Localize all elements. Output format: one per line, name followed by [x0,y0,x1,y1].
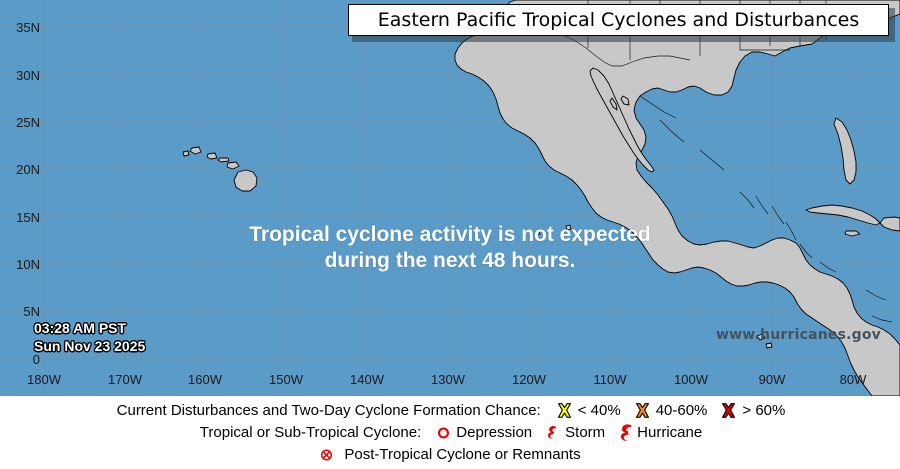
niihau-landmass [182,150,190,157]
legend-chance-medium-label: 40-60% [655,402,708,419]
legend-item-hurricane: Hurricane [618,423,702,442]
x-marker-yellow-icon [556,402,573,419]
lon-label-100w: 100W [674,372,708,387]
x-marker-red-icon [720,402,737,419]
lon-label-130w: 130W [431,372,465,387]
map-geography [0,0,900,396]
legend-chance-high-label: > 60% [742,402,786,419]
landmasses [182,0,900,396]
molokai-landmass [217,157,230,163]
ocean-background [0,0,900,396]
lon-label-180w: 180W [27,372,61,387]
no-activity-message: Tropical cyclone activity is not expecte… [0,222,900,274]
hawaii-big-island-landmass [233,169,258,192]
lat-label-5n: 5N [23,304,40,319]
timestamp-date: Sun Nov 23 2025 [34,338,146,354]
clarion-island-landmass [535,230,541,236]
lat-label-35n: 35N [16,20,40,35]
legend-row-formation-chance: Current Disturbances and Two-Day Cyclone… [0,399,900,422]
oahu-landmass [206,152,218,160]
legend-item-chance-low: < 40% [556,402,621,419]
cuba-landmass [805,204,881,226]
storm-symbol-icon [545,424,560,441]
isla-angel-landmass [609,97,618,111]
legend-chance-low-label: < 40% [577,402,621,419]
kauai-landmass [189,146,202,155]
map-canvas[interactable]: 35N 30N 25N 20N 15N 10N 5N 0 180W 170W 1… [0,0,900,396]
lat-label-15n: 15N [16,210,40,225]
timestamp-time: 03:28 AM PST [34,320,127,336]
lon-label-110w: 110W [593,372,627,387]
lon-label-140w: 140W [350,372,384,387]
title-box: Eastern Pacific Tropical Cyclones and Di… [348,4,889,36]
maui-landmass [226,161,240,170]
no-activity-message-line-2: during the next 48 hours. [324,249,576,272]
isla-tiburon-landmass [620,95,630,106]
legend-row-cyclone-types: Tropical or Sub-Tropical Cyclone: Depres… [0,421,900,444]
legend-item-chance-high: > 60% [720,402,785,419]
legend-cyclone-type-label: Tropical or Sub-Tropical Cyclone: [199,424,422,441]
lon-label-170w: 170W [108,372,142,387]
lat-label-10n: 10N [16,257,40,272]
lat-label-25n: 25N [16,115,40,130]
lon-label-160w: 160W [188,372,222,387]
legend-item-chance-medium: 40-60% [634,402,708,419]
legend-item-depression: Depression [436,424,532,441]
baja-california-landmass [589,67,655,173]
legend-panel: Current Disturbances and Two-Day Cyclone… [0,396,900,469]
legend-hurricane-label: Hurricane [637,424,703,441]
hurricane-symbol-icon [618,423,635,442]
legend-formation-chance-label: Current Disturbances and Two-Day Cyclone… [116,402,541,419]
post-tropical-icon [319,447,334,463]
north-america-landmass [454,0,900,396]
legend-item-post-tropical: Post-Tropical Cyclone or Remnants [319,446,581,463]
depression-circle-icon [436,425,451,441]
lat-label-20n: 20N [16,162,40,177]
legend-storm-label: Storm [565,424,606,441]
no-activity-message-line-1: Tropical cyclone activity is not expecte… [249,223,651,246]
lon-label-80w: 80W [839,372,867,387]
galapagos-landmass [756,333,766,341]
lat-label-0: 0 [32,352,40,367]
lat-label-30n: 30N [16,68,40,83]
legend-depression-label: Depression [456,424,533,441]
lon-label-120w: 120W [512,372,546,387]
lon-label-150w: 150W [269,372,303,387]
legend-post-tropical-label: Post-Tropical Cyclone or Remnants [344,446,581,463]
legend-row-post-tropical: Post-Tropical Cyclone or Remnants [0,443,900,466]
page-title: Eastern Pacific Tropical Cyclones and Di… [377,8,860,31]
lon-label-90w: 90W [758,372,786,387]
jamaica-landmass [844,230,861,237]
galapagos-islet-landmass [765,342,773,349]
x-marker-orange-icon [634,402,651,419]
hurricanes-gov-watermark: www.hurricanes.gov [716,327,881,343]
florida-landmass [833,117,857,185]
hispaniola-landmass [879,216,900,232]
socorro-island-landmass [565,224,572,231]
legend-item-storm: Storm [545,424,605,441]
issuance-timestamp: 03:28 AM PST Sun Nov 23 2025 [34,319,145,355]
